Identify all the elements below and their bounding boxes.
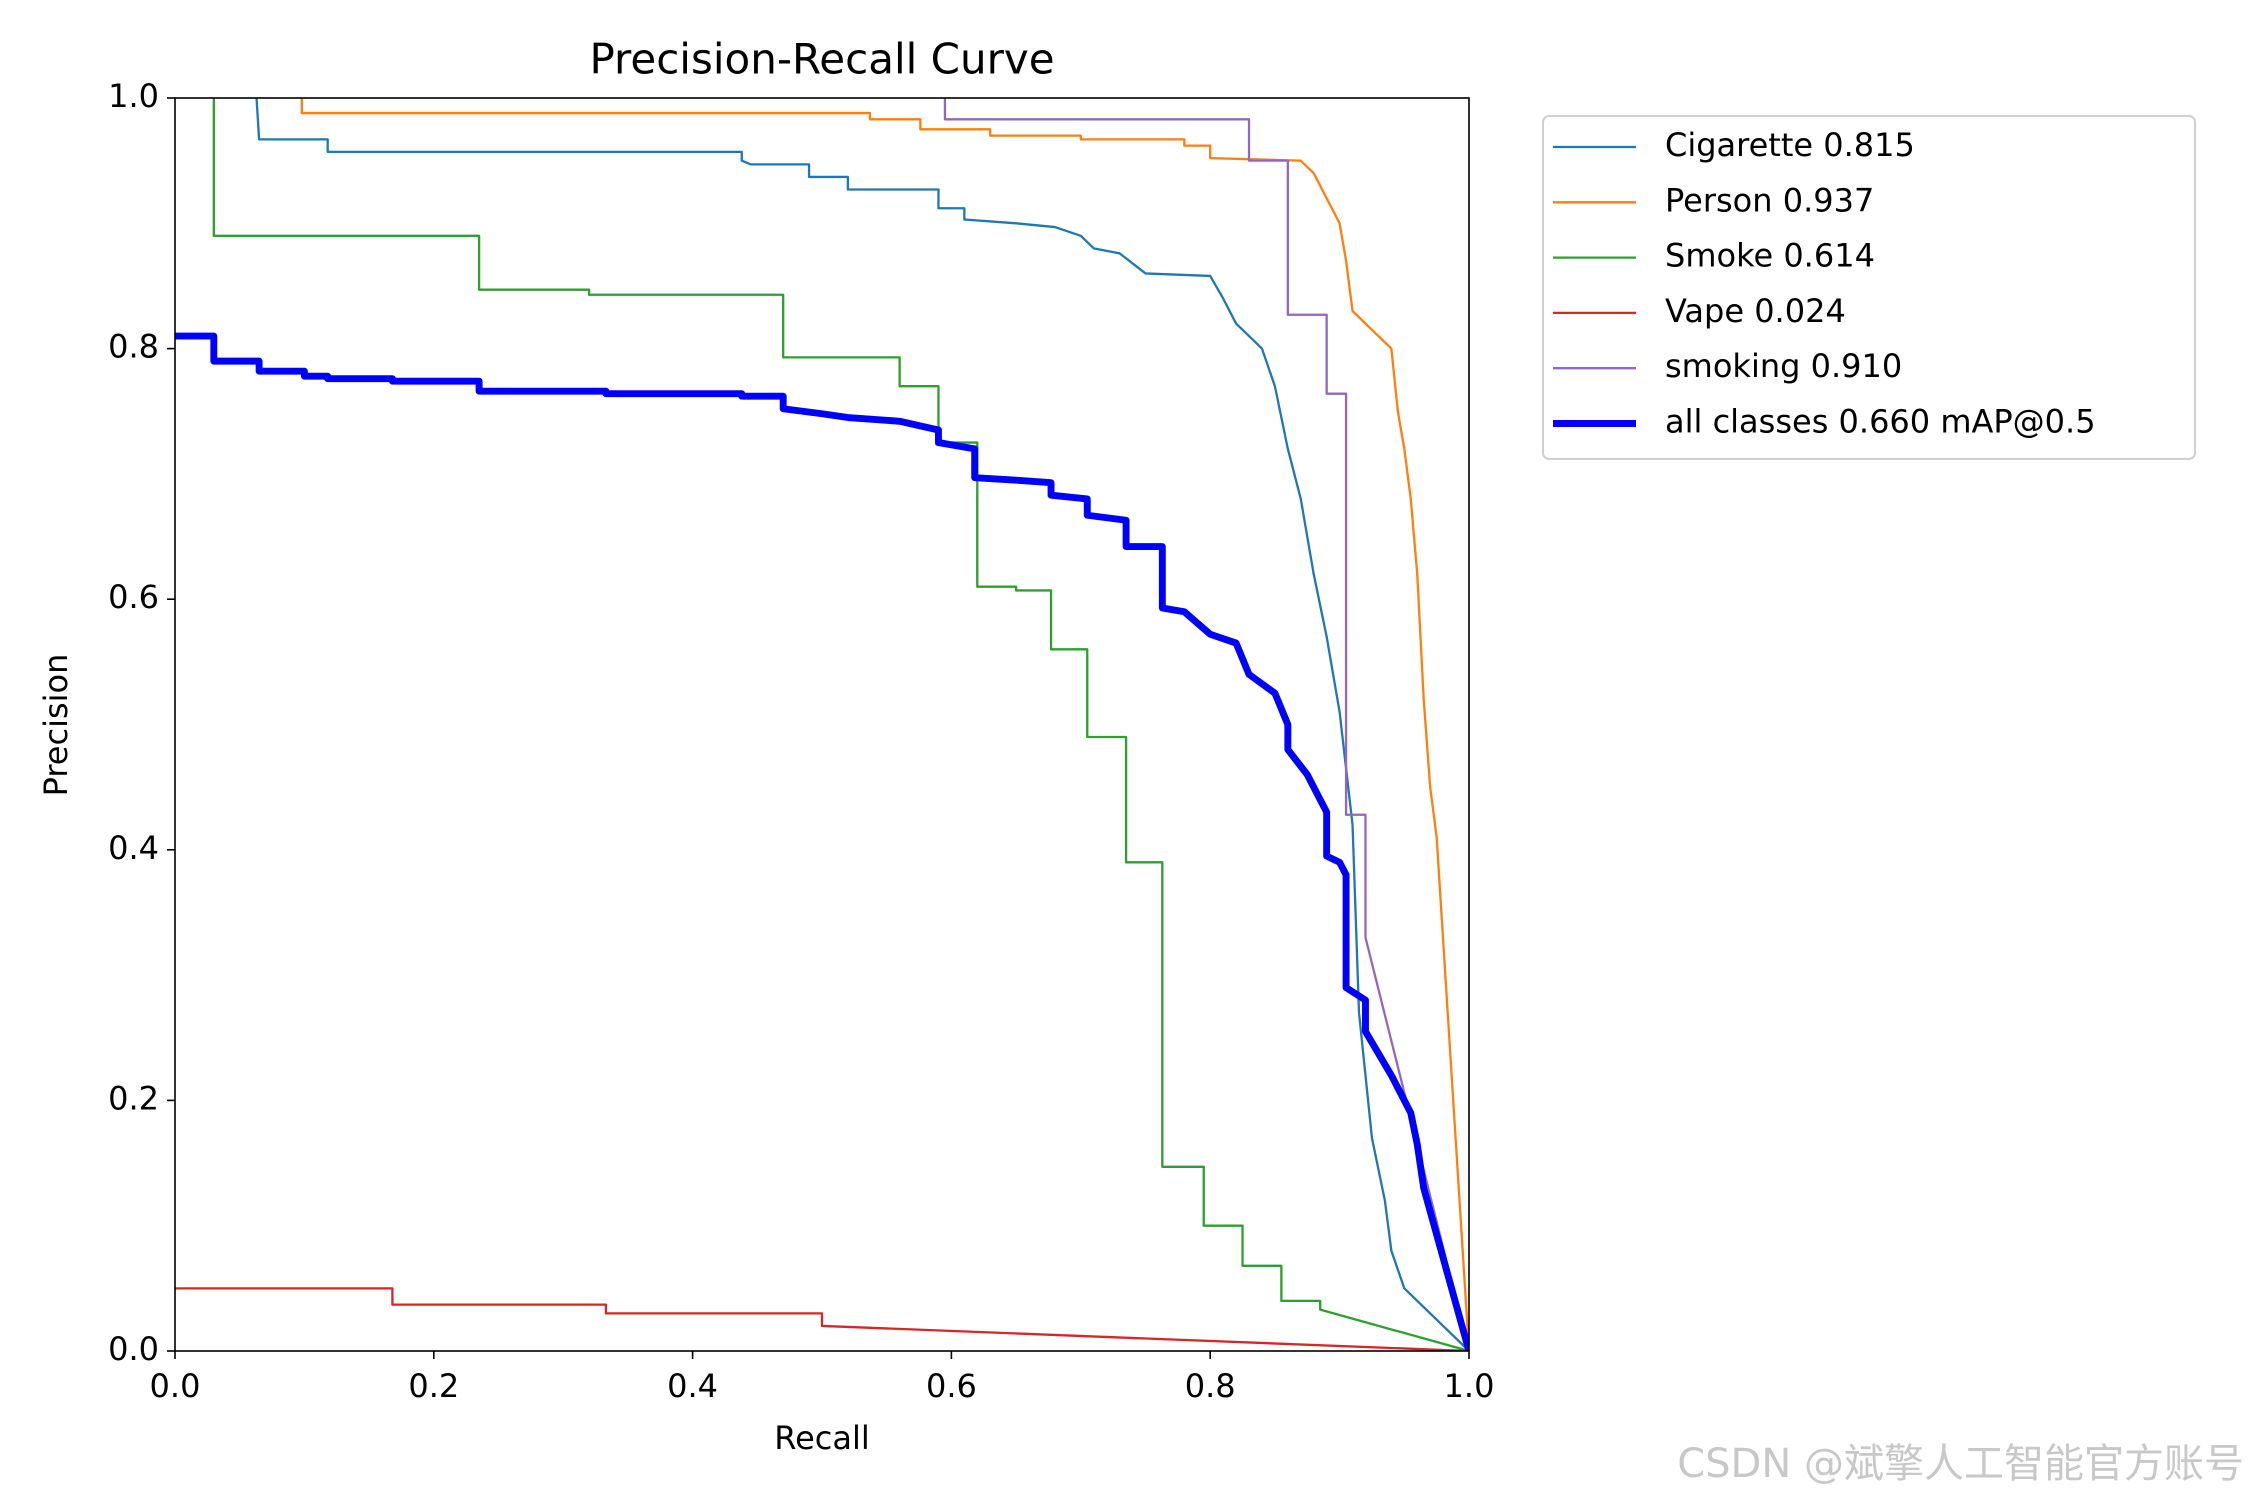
y-tick-label: 0.2: [108, 1079, 159, 1117]
x-tick-label: 1.0: [1444, 1367, 1495, 1405]
x-tick-label: 0.8: [1185, 1367, 1236, 1405]
legend-box: [1542, 115, 2196, 460]
pr-curve: [300, 98, 1469, 1351]
x-tick-label: 0.4: [667, 1367, 718, 1405]
y-tick-label: 0.4: [108, 829, 159, 867]
x-tick-label: 0.0: [150, 1367, 201, 1405]
x-axis-label: Recall: [774, 1419, 869, 1457]
pr-curve: [943, 98, 1469, 1351]
legend-label: Person 0.937: [1665, 181, 1874, 219]
y-tick-label: 1.0: [108, 77, 159, 115]
legend-label: Cigarette 0.815: [1665, 126, 1915, 164]
y-tick-label: 0.8: [108, 328, 159, 366]
pr-curve: [255, 98, 1469, 1351]
y-tick-label: 0.0: [108, 1330, 159, 1368]
x-tick-label: 0.6: [926, 1367, 977, 1405]
pr-curve: [212, 98, 1469, 1351]
legend-label: smoking 0.910: [1665, 347, 1902, 385]
chart-title: Precision-Recall Curve: [589, 35, 1054, 84]
y-axis-label: Precision: [37, 654, 75, 797]
pr-curve: [175, 1287, 1469, 1351]
pr-curve: [175, 332, 1469, 1351]
plot-frame: [174, 97, 1470, 1352]
y-tick-label: 0.6: [108, 578, 159, 616]
legend-label: Smoke 0.614: [1665, 237, 1875, 275]
legend-label: Vape 0.024: [1665, 292, 1846, 330]
x-tick-label: 0.2: [408, 1367, 459, 1405]
legend-label: all classes 0.660 mAP@0.5: [1665, 403, 2096, 441]
watermark: CSDN @斌擎人工智能官方账号: [1677, 1441, 2244, 1487]
